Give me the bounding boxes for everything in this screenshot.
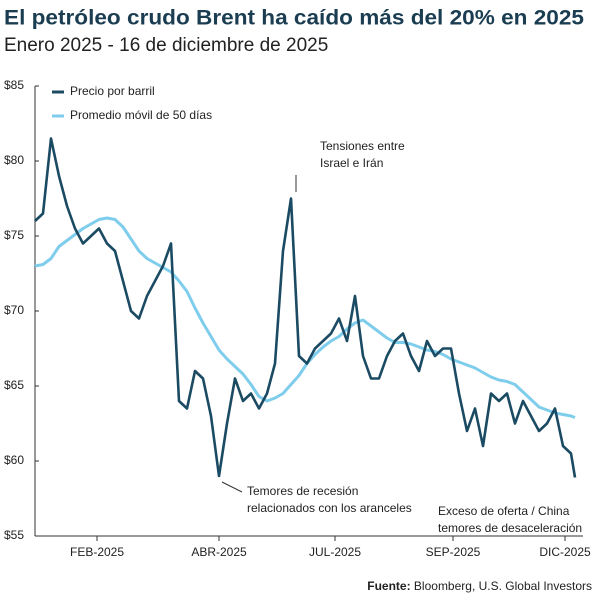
annotation-line — [221, 481, 243, 493]
y-tick-label: $70 — [4, 303, 24, 317]
y-tick-label: $60 — [4, 453, 24, 467]
annotation: Tensiones entre Israel e Irán — [320, 139, 405, 170]
source-text: Bloomberg, U.S. Global Investors — [414, 579, 592, 593]
x-tick-label: JUL-2025 — [309, 545, 361, 559]
annotation-line-text: Israel e Irán — [320, 156, 383, 170]
legend-label: Promedio móvil de 50 días — [70, 108, 212, 122]
annotation-line-text: relacionados con los aranceles — [247, 501, 412, 515]
y-tick-label: $55 — [4, 528, 24, 542]
annotation: Temores de recesión relacionados con los … — [247, 484, 412, 515]
source-label: Fuente: — [367, 579, 410, 593]
x-tick-label: SEP-2025 — [426, 545, 481, 559]
y-tick-label: $65 — [4, 378, 24, 392]
annotation-line-text: Exceso de oferta / China — [438, 504, 570, 518]
series-line — [34, 137, 577, 478]
annotation-line-text: Temores de recesión — [247, 484, 358, 498]
y-tick-label: $80 — [4, 153, 24, 167]
y-tick-label: $75 — [4, 228, 24, 242]
x-tick-label: FEB-2025 — [70, 545, 124, 559]
y-tick-label: $85 — [4, 78, 24, 92]
legend-label: Precio por barril — [70, 84, 155, 98]
x-tick-label: DIC-2025 — [539, 545, 591, 559]
source: Fuente: Bloomberg, U.S. Global Investors — [367, 579, 592, 593]
chart-subtitle: Enero 2025 - 16 de diciembre de 2025 — [4, 35, 328, 56]
annotation-line-text: Tensiones entre — [320, 139, 405, 153]
annotation: Exceso de oferta / China temores de desac… — [438, 504, 582, 535]
x-tick-label: ABR-2025 — [191, 545, 247, 559]
annotation-line-text: temores de desaceleración — [438, 521, 582, 535]
chart-title: El petróleo crudo Brent ha caído más del… — [4, 7, 584, 30]
series-line — [34, 216, 576, 419]
